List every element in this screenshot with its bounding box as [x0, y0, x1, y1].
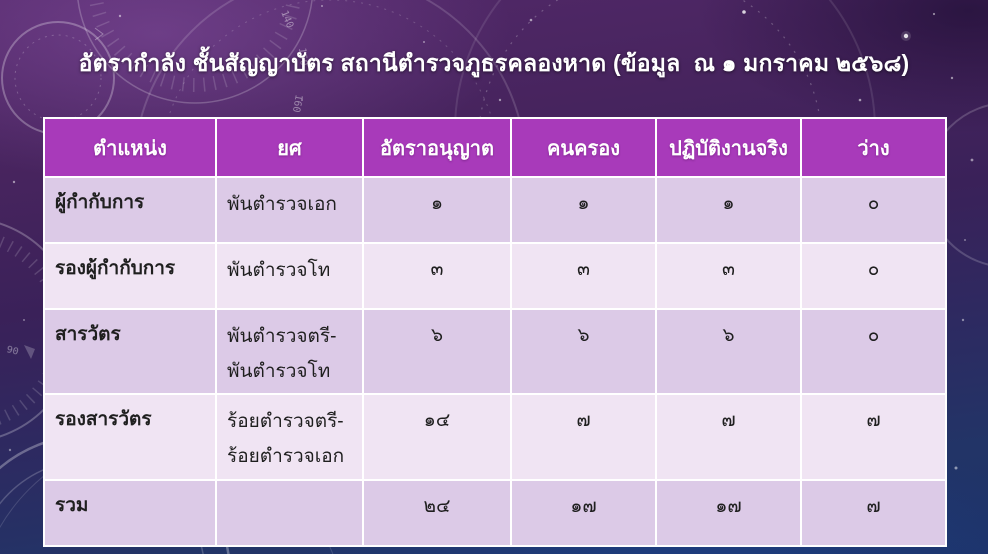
cell-rank: พันตำรวจตรี- พันตำรวจโท	[215, 307, 364, 396]
gauge-label-90: 90	[5, 344, 19, 358]
table-row: ผู้กำกับการ พันตำรวจเอก ๑ ๑ ๑ ๐	[43, 176, 947, 244]
cell-actual-duty: ๓	[655, 242, 802, 310]
cell-authorized: ๒๔	[362, 478, 512, 547]
chevron-decoration	[94, 27, 104, 41]
cell-rank: พันตำรวจเอก	[215, 176, 364, 244]
cell-occupied: ๖	[510, 307, 657, 396]
cell-occupied: ๗	[510, 393, 657, 481]
cell-position: รองสารวัตร	[43, 393, 217, 481]
cell-rank: ร้อยตำรวจตรี- ร้อยตำรวจเอก	[215, 393, 364, 481]
column-header-actual-duty: ปฏิบัติงานจริง	[655, 117, 802, 178]
cell-actual-duty: ๑๗	[655, 478, 802, 547]
column-header-rank: ยศ	[215, 117, 364, 178]
cell-rank	[215, 478, 364, 547]
gauge-label-140: 140	[278, 9, 295, 30]
cell-vacant: ๐	[800, 307, 947, 396]
arrowhead-decoration	[24, 345, 35, 359]
cell-position: ผู้กำกับการ	[43, 176, 217, 244]
cell-authorized: ๑	[362, 176, 512, 244]
column-header-vacant: ว่าง	[800, 117, 947, 178]
column-header-authorized: อัตราอนุญาต	[362, 117, 512, 178]
cell-authorized: ๖	[362, 307, 512, 396]
table-row: รองผู้กำกับการ พันตำรวจโท ๓ ๓ ๓ ๐	[43, 242, 947, 310]
table-header-row: ตำแหน่ง ยศ อัตราอนุญาต คนครอง ปฏิบัติงาน…	[43, 117, 947, 178]
cell-vacant: ๐	[800, 242, 947, 310]
table-row: รองสารวัตร ร้อยตำรวจตรี- ร้อยตำรวจเอก ๑๔…	[43, 393, 947, 481]
column-header-position: ตำแหน่ง	[43, 117, 217, 178]
cell-authorized: ๑๔	[362, 393, 512, 481]
cell-rank: พันตำรวจโท	[215, 242, 364, 310]
staffing-table: ตำแหน่ง ยศ อัตราอนุญาต คนครอง ปฏิบัติงาน…	[43, 117, 947, 547]
cell-vacant: ๗	[800, 478, 947, 547]
cell-occupied: ๑	[510, 176, 657, 244]
cell-position: สารวัตร	[43, 307, 217, 396]
cell-vacant: ๗	[800, 393, 947, 481]
table-total-row: รวม ๒๔ ๑๗ ๑๗ ๗	[43, 478, 947, 547]
cell-actual-duty: ๖	[655, 307, 802, 396]
cell-position: รวม	[43, 478, 217, 547]
cell-vacant: ๐	[800, 176, 947, 244]
cell-actual-duty: ๗	[655, 393, 802, 481]
cell-occupied: ๑๗	[510, 478, 657, 547]
column-header-occupied: คนครอง	[510, 117, 657, 178]
gauge-label-160: 160	[290, 93, 304, 113]
table-row: สารวัตร พันตำรวจตรี- พันตำรวจโท ๖ ๖ ๖ ๐	[43, 307, 947, 396]
cell-actual-duty: ๑	[655, 176, 802, 244]
cell-position: รองผู้กำกับการ	[43, 242, 217, 310]
page-title: อัตรากำลัง ชั้นสัญญาบัตร สถานีตำรวจภูธรค…	[78, 50, 910, 76]
cell-occupied: ๓	[510, 242, 657, 310]
cell-authorized: ๓	[362, 242, 512, 310]
